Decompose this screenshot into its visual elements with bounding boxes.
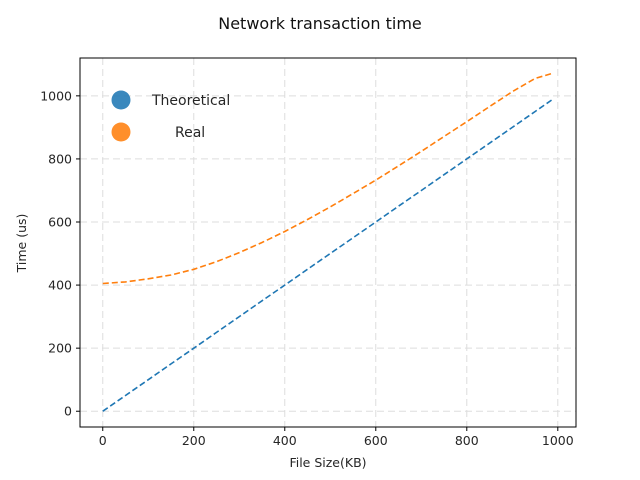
- legend-label-real: Real: [175, 125, 205, 141]
- series-line-theoretical: [102, 98, 554, 412]
- y-tick-label: 1000: [40, 88, 72, 103]
- x-axis-title: File Size(KB): [289, 455, 366, 470]
- y-tick-label: 200: [48, 341, 72, 356]
- legend: Theoretical Real: [111, 90, 230, 142]
- x-tick-label: 600: [364, 433, 388, 448]
- x-tick-label: 400: [273, 433, 297, 448]
- legend-label-theoretical: Theoretical: [151, 93, 230, 109]
- y-axis-title: Time (us): [14, 214, 29, 274]
- chart-title: Network transaction time: [218, 14, 422, 33]
- y-tick-label: 800: [48, 151, 72, 166]
- x-axis-ticks: 0 200 400 600 800 1000: [99, 427, 574, 448]
- y-tick-label: 0: [64, 404, 72, 419]
- series-lines: [102, 72, 554, 412]
- x-tick-label: 1000: [542, 433, 574, 448]
- x-tick-label: 0: [99, 433, 107, 448]
- y-tick-label: 600: [48, 215, 72, 230]
- x-tick-label: 800: [455, 433, 479, 448]
- y-tick-label: 400: [48, 278, 72, 293]
- x-tick-label: 200: [182, 433, 206, 448]
- y-axis-ticks: 0 200 400 600 800 1000: [40, 88, 80, 419]
- grid-lines: [80, 58, 576, 427]
- legend-marker-theoretical: [111, 90, 131, 110]
- series-line-real: [102, 72, 554, 285]
- plot-frame: [79, 57, 577, 428]
- legend-marker-real: [111, 122, 131, 142]
